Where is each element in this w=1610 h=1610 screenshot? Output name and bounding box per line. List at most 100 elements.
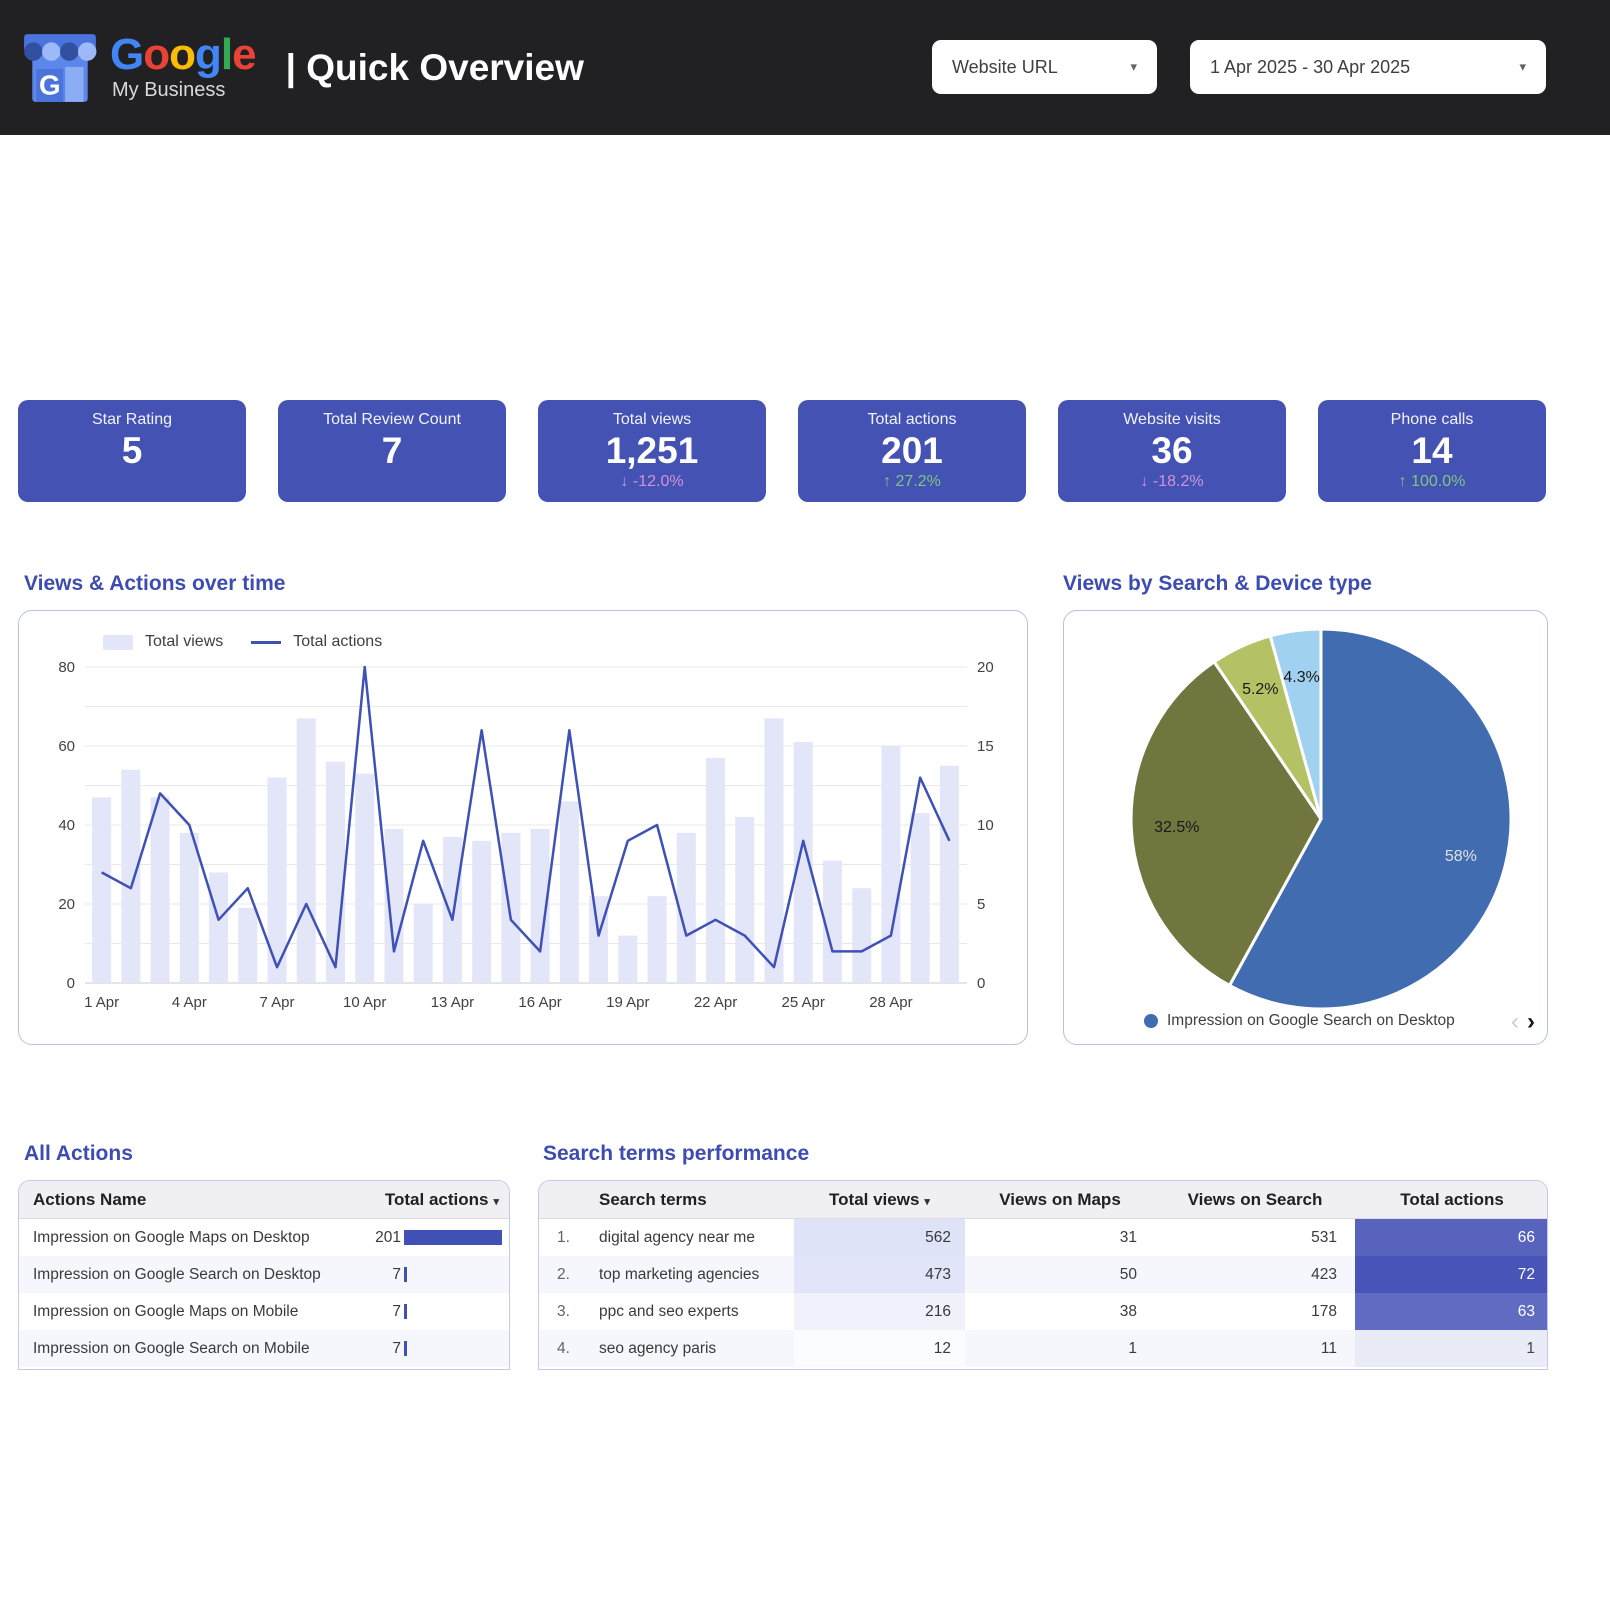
bar-total-views-17-Apr[interactable]: [559, 801, 579, 983]
svg-text:7 Apr: 7 Apr: [260, 994, 295, 1011]
search-terms-row-3[interactable]: 3. ppc and seo experts 216 38 178 63: [539, 1293, 1547, 1330]
bar-total-views-11-Apr[interactable]: [384, 828, 404, 983]
views-actions-chart-card: Total views Total actions 0 20 40 60 80 0 5 10 1…: [18, 610, 1028, 1045]
svg-text:15: 15: [977, 738, 994, 755]
google-letter: e: [232, 30, 257, 79]
pager-prev-icon[interactable]: ‹: [1511, 1008, 1519, 1035]
svg-text:0: 0: [977, 975, 985, 992]
top-bar: G Google My Business | Quick Overview We…: [0, 0, 1610, 135]
column-header-total-views[interactable]: Total views ▾: [829, 1189, 930, 1209]
svg-text:60: 60: [58, 738, 75, 755]
all-actions-row-1[interactable]: Impression on Google Maps on Desktop 201: [19, 1219, 509, 1256]
views-on-maps-cell: 1: [1128, 1339, 1137, 1357]
total-actions-cell: 63: [1355, 1293, 1547, 1330]
action-data-bar: [404, 1230, 502, 1245]
kpi-value-total-actions: 201: [881, 430, 943, 471]
search-terms-row-2[interactable]: 2. top marketing agencies 473 50 423 72: [539, 1256, 1547, 1293]
bar-total-views-30-Apr[interactable]: [939, 765, 959, 983]
legend-label-total-views: Total views: [145, 633, 224, 650]
pager-next-icon[interactable]: ›: [1527, 1008, 1535, 1035]
kpi-value-star-rating: 5: [121, 430, 143, 471]
search-terms-table: Search terms Total views ▾ Views on Maps Vie…: [538, 1180, 1548, 1370]
action-name-cell: Impression on Google Maps on Desktop: [33, 1228, 310, 1246]
bar-total-views-24-Apr[interactable]: [764, 718, 784, 983]
google-wordmark-text: Google: [110, 30, 257, 79]
bar-total-views-12-Apr[interactable]: [413, 904, 433, 983]
all-actions-section-title: All Actions: [24, 1142, 133, 1165]
all-actions-table-header: Actions Name Total actions ▾: [19, 1181, 509, 1219]
bar-total-views-18-Apr[interactable]: [589, 896, 609, 983]
kpi-value-website-visits: 36: [1151, 430, 1193, 471]
views-on-search-cell: 423: [1311, 1265, 1337, 1283]
bar-total-views-25-Apr[interactable]: [793, 742, 813, 983]
search-terms-row-4[interactable]: 4. seo agency paris 12 1 11 1: [539, 1330, 1547, 1367]
pie-slice-32-5pct[interactable]: [1129, 659, 1323, 988]
svg-text:G: G: [39, 69, 61, 100]
bar-total-views-15-Apr[interactable]: [501, 832, 521, 983]
bar-total-views-19-Apr[interactable]: [618, 935, 638, 983]
bar-total-views-10-Apr[interactable]: [355, 773, 375, 983]
svg-text:25 Apr: 25 Apr: [782, 994, 825, 1011]
date-range-dropdown-label: 1 Apr 2025 - 30 Apr 2025: [1210, 56, 1411, 77]
bar-total-views-23-Apr[interactable]: [735, 817, 755, 983]
views-on-maps-cell: 38: [1119, 1302, 1137, 1320]
bar-total-views-3-Apr[interactable]: [150, 797, 170, 983]
all-actions-row-4[interactable]: Impression on Google Search on Mobile 7: [19, 1330, 509, 1367]
bar-total-views-5-Apr[interactable]: [209, 872, 229, 983]
kpi-value-total-views: 1,251: [605, 430, 699, 471]
svg-text:20: 20: [58, 896, 75, 913]
bar-total-views-7-Apr[interactable]: [267, 777, 287, 983]
column-header-search-terms[interactable]: Search terms: [599, 1189, 707, 1209]
timeseries-legend: Total views Total actions: [103, 633, 382, 651]
pie-slice-4-3pct[interactable]: [1268, 627, 1323, 820]
column-header-total-actions[interactable]: Total actions ▾: [384, 1189, 499, 1209]
website-url-dropdown[interactable]: Website URL ▾: [932, 40, 1157, 94]
bar-total-views-14-Apr[interactable]: [472, 840, 492, 983]
kpi-label-total-views: Total views: [612, 411, 692, 428]
column-header-views-on-maps[interactable]: Views on Maps: [999, 1189, 1121, 1209]
action-value-cell: 201: [375, 1228, 401, 1246]
search-term-cell: ppc and seo experts: [599, 1302, 739, 1320]
bar-total-views-28-Apr[interactable]: [881, 746, 901, 983]
line-total-actions[interactable]: [101, 665, 951, 969]
search-terms-row-1[interactable]: 1. digital agency near me 562 31 531 66: [539, 1219, 1547, 1256]
kpi-card-phone-calls: Phone calls 14 ↑ 100.0%: [1318, 400, 1546, 502]
action-data-bar: [404, 1304, 408, 1319]
kpi-delta-total-actions: ↑ 27.2%: [883, 473, 941, 491]
arrow-up-icon: ↑: [883, 473, 896, 491]
svg-text:4 Apr: 4 Apr: [172, 994, 207, 1011]
bar-total-views-22-Apr[interactable]: [706, 757, 726, 983]
bar-total-views-1-Apr[interactable]: [92, 797, 112, 983]
google-letter: o: [143, 30, 170, 79]
legend-dot-icon: [1144, 1014, 1158, 1028]
bar-total-views-27-Apr[interactable]: [852, 888, 872, 983]
arrow-up-icon: ↑: [1398, 473, 1412, 491]
all-actions-table-body: Impression on Google Maps on Desktop 201 I…: [19, 1219, 509, 1367]
column-header-views-on-search[interactable]: Views on Search: [1187, 1189, 1323, 1209]
bar-total-views-2-Apr[interactable]: [121, 769, 141, 983]
bar-total-views-6-Apr[interactable]: [238, 907, 258, 983]
pie-slice-58pct[interactable]: [1227, 627, 1513, 1011]
kpi-card-total-views: Total views 1,251 ↓ -12.0%: [538, 400, 766, 502]
bar-total-views-29-Apr[interactable]: [910, 813, 930, 983]
date-range-dropdown[interactable]: 1 Apr 2025 - 30 Apr 2025 ▾: [1190, 40, 1546, 94]
bar-total-views-21-Apr[interactable]: [676, 832, 696, 983]
my-business-label: My Business: [112, 79, 226, 101]
column-header-total-actions[interactable]: Total actions: [1400, 1189, 1504, 1209]
action-value-cell: 7: [392, 1339, 401, 1357]
all-actions-row-2[interactable]: Impression on Google Search on Desktop 7: [19, 1256, 509, 1293]
bar-total-views-4-Apr[interactable]: [179, 832, 199, 983]
views-on-maps-cell: 50: [1119, 1265, 1137, 1283]
pie-slice-label: 4.3%: [1283, 669, 1319, 686]
column-header-actions-name[interactable]: Actions Name: [33, 1189, 147, 1209]
chevron-down-icon: ▾: [1130, 59, 1137, 74]
kpi-card-website-visits: Website visits 36 ↓ -18.2%: [1058, 400, 1286, 502]
kpi-value-total-review-count: 7: [381, 430, 403, 471]
bar-total-views-13-Apr[interactable]: [442, 836, 462, 983]
all-actions-row-3[interactable]: Impression on Google Maps on Mobile 7: [19, 1293, 509, 1330]
bar-total-views-20-Apr[interactable]: [647, 896, 667, 983]
bar-total-views-8-Apr[interactable]: [296, 718, 316, 983]
google-my-business-logo: G Google My Business: [20, 28, 257, 108]
bar-total-views-9-Apr[interactable]: [325, 761, 345, 983]
sort-caret-icon: ▾: [924, 1195, 930, 1208]
